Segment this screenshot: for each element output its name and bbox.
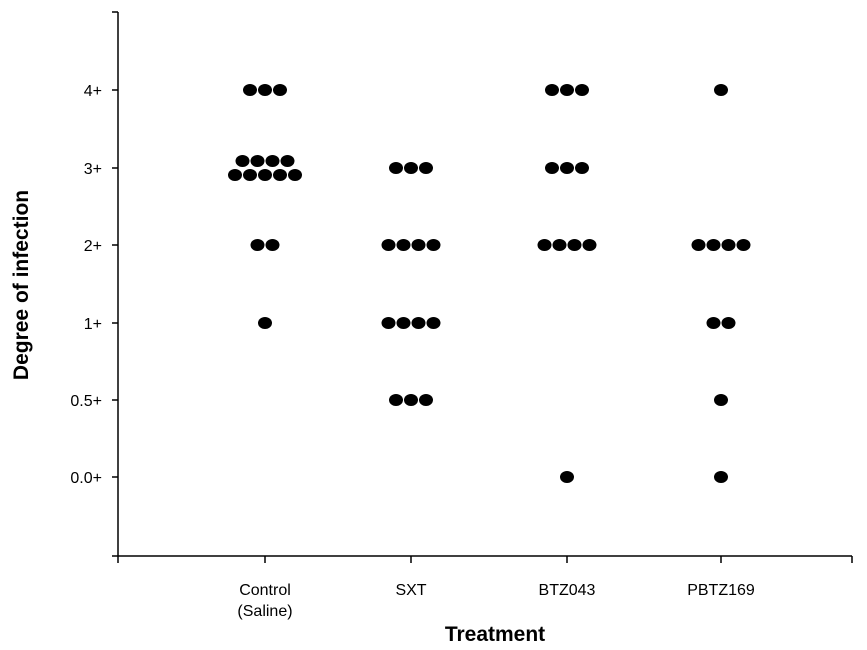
x-tick-label: Control (Saline)	[237, 582, 292, 620]
data-point	[265, 155, 280, 167]
data-point	[404, 162, 418, 174]
data-point	[560, 471, 574, 483]
data-point	[243, 84, 257, 96]
y-tick-label: 0.5+	[70, 393, 102, 410]
data-point	[258, 84, 272, 96]
data-point	[736, 239, 751, 251]
data-point	[560, 162, 574, 174]
x-axis-title: Treatment	[445, 623, 545, 645]
y-tick-label: 1+	[84, 316, 102, 333]
data-point	[706, 239, 721, 251]
data-point	[545, 162, 559, 174]
data-point	[250, 239, 265, 251]
y-tick-label: 0.0+	[70, 470, 102, 487]
x-tick-label: BTZ043	[539, 582, 596, 599]
data-point	[537, 239, 552, 251]
data-point	[582, 239, 597, 251]
data-point	[404, 394, 418, 406]
data-point	[721, 239, 736, 251]
data-point	[567, 239, 582, 251]
data-point	[411, 239, 426, 251]
data-point	[419, 162, 433, 174]
data-point	[575, 162, 589, 174]
data-point	[280, 155, 295, 167]
data-point	[721, 317, 736, 329]
data-point	[235, 155, 250, 167]
data-point	[258, 317, 272, 329]
data-point	[411, 317, 426, 329]
data-point	[389, 394, 403, 406]
data-point	[243, 169, 257, 181]
data-point	[691, 239, 706, 251]
data-point	[250, 155, 265, 167]
data-point	[389, 162, 403, 174]
data-point	[714, 84, 728, 96]
data-point	[552, 239, 567, 251]
data-point	[381, 317, 396, 329]
data-point	[714, 394, 728, 406]
data-point	[265, 239, 280, 251]
data-point	[714, 471, 728, 483]
data-point	[258, 169, 272, 181]
data-point	[273, 169, 287, 181]
x-tick-label: PBTZ169	[687, 582, 755, 599]
data-point	[419, 394, 433, 406]
data-point	[575, 84, 589, 96]
data-point	[426, 239, 441, 251]
data-point	[396, 317, 411, 329]
data-point	[396, 239, 411, 251]
data-point	[381, 239, 396, 251]
data-point	[288, 169, 302, 181]
x-tick-label: SXT	[395, 582, 426, 599]
y-tick-label: 2+	[84, 238, 102, 255]
axes: 0.0+ 0.5+ 1+ 2+ 3+ 4+ Control (Saline) SXT BTZ043…	[70, 11, 853, 620]
data-point	[273, 84, 287, 96]
data-point	[560, 84, 574, 96]
data-point	[228, 169, 242, 181]
y-tick-label: 4+	[84, 83, 102, 100]
y-axis-title: Degree of infection	[10, 190, 33, 380]
data-point	[426, 317, 441, 329]
data-point	[706, 317, 721, 329]
data-point	[545, 84, 559, 96]
data-points	[228, 84, 751, 483]
y-tick-label: 3+	[84, 161, 102, 178]
